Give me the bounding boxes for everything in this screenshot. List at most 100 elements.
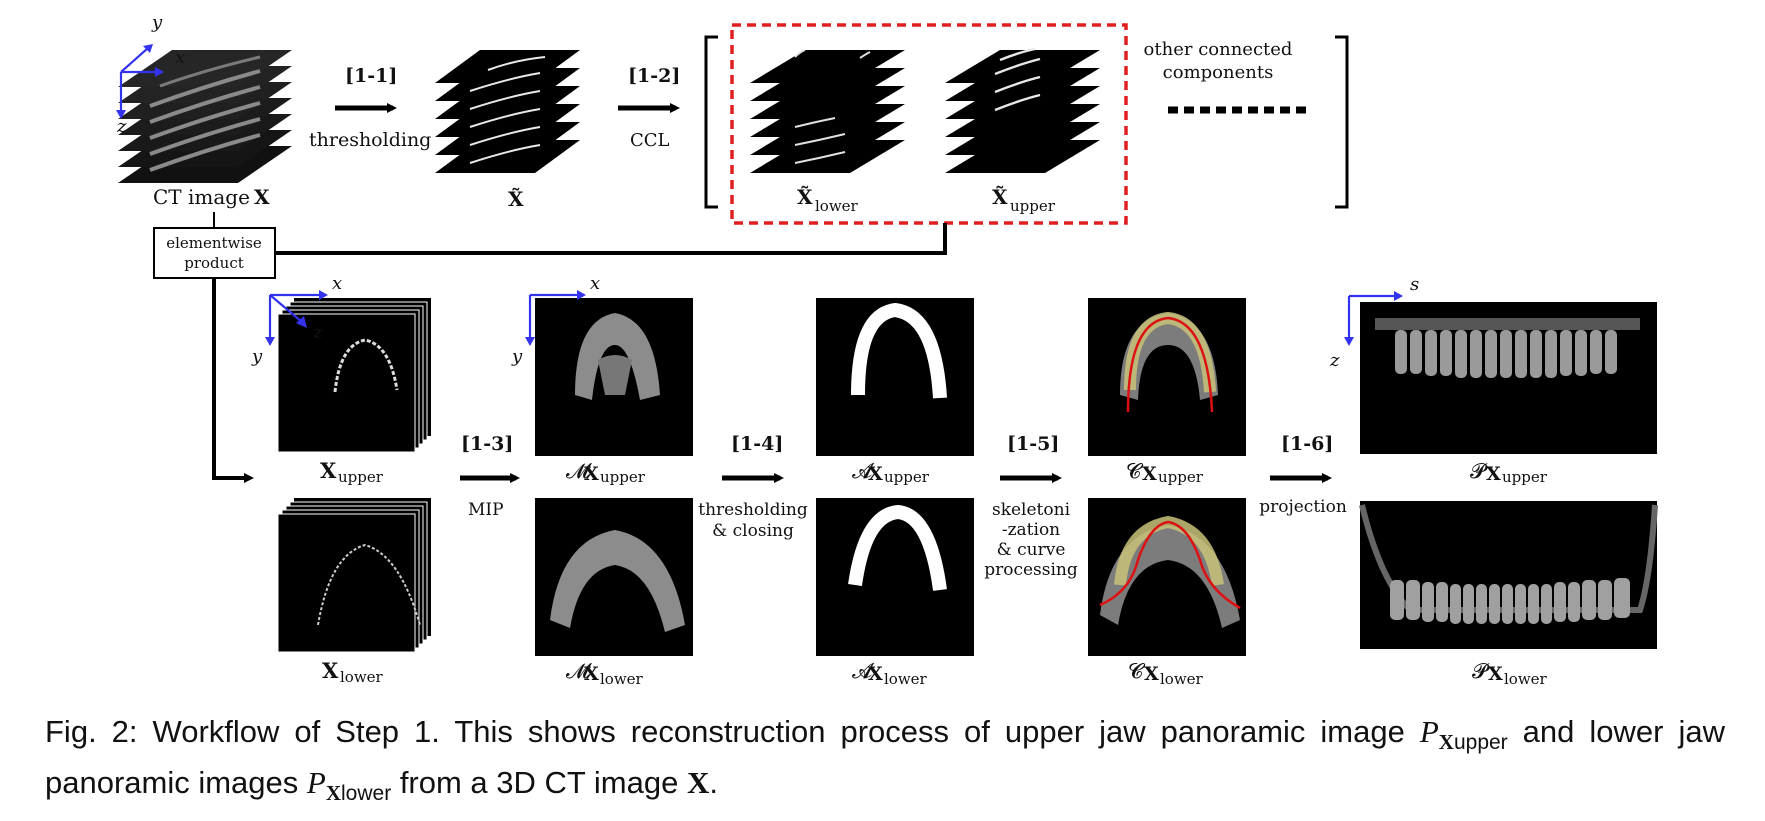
mip-lower-image xyxy=(535,498,693,656)
elementwise-label-1: elementwise xyxy=(166,234,262,252)
step-1-4-id: [1-4] xyxy=(731,433,783,455)
x-tilde-label: X̃ xyxy=(508,187,524,211)
p-lower-x: X xyxy=(1488,663,1503,685)
axis-label-z: z xyxy=(116,116,127,137)
lower-component-stack xyxy=(750,49,905,173)
step-1-2-desc: CCL xyxy=(630,130,670,151)
step-1-2-id: [1-2] xyxy=(628,65,680,87)
component-to-product-line xyxy=(275,223,947,255)
caption-text-2: and lower jaw panoramic images xyxy=(45,714,1726,801)
p-upper-x: X xyxy=(1486,463,1501,485)
caption-p-upper-x: X xyxy=(1438,730,1454,755)
p-lower-sub: lower xyxy=(1504,670,1548,688)
product-to-masked-arrow xyxy=(212,278,254,483)
arch-mask-lower-image xyxy=(816,498,974,656)
step-1-5-desc-3: & curve xyxy=(997,540,1066,560)
x-tilde-lower-symbol: X̃ xyxy=(797,185,813,209)
m-lower-sub: lower xyxy=(600,670,644,688)
curve-lower-image xyxy=(1088,498,1246,656)
x-tilde-upper-sub: upper xyxy=(1010,197,1056,215)
c-upper-sub: upper xyxy=(1158,468,1204,486)
axis-label-x: x xyxy=(175,47,185,68)
a-upper-sub: upper xyxy=(884,468,930,486)
ct-image-label: CT image xyxy=(153,185,250,209)
c-upper-symbol: 𝓒 xyxy=(1126,459,1144,483)
arch-mask-upper-image xyxy=(816,298,974,456)
caption-ct-symbol: X xyxy=(686,765,710,801)
axis-label-s: s xyxy=(1410,274,1419,295)
ct-image-symbol: X xyxy=(254,185,270,209)
step-1-6-id: [1-6] xyxy=(1281,433,1333,455)
m-lower-x: X xyxy=(584,663,599,685)
other-components-line2: components xyxy=(1163,62,1274,83)
axis-label-z-2: z xyxy=(312,322,323,343)
x-tilde-upper-symbol: X̃ xyxy=(992,185,1008,209)
axes-icon-mupper xyxy=(525,290,586,346)
step-1-1-id: [1-1] xyxy=(345,65,397,87)
mip-upper-image xyxy=(535,298,693,456)
c-lower-sub: lower xyxy=(1160,670,1204,688)
axis-label-y: y xyxy=(151,12,163,33)
p-upper-sub: upper xyxy=(1502,468,1548,486)
other-components-line1: other connected xyxy=(1144,39,1293,60)
step-1-5-desc-2: -zation xyxy=(1002,520,1060,540)
step-1-5-desc-1: skeletoni xyxy=(992,500,1071,520)
bracket-right xyxy=(1335,35,1349,209)
selected-components-box xyxy=(730,23,1128,225)
a-lower-symbol: 𝓐 xyxy=(852,659,875,683)
m-upper-sub: upper xyxy=(600,468,646,486)
x-upper-sub: upper xyxy=(338,468,384,486)
x-tilde-lower-sub: lower xyxy=(815,197,859,215)
ct-image-stack xyxy=(118,50,292,183)
step-1-5-desc-4: processing xyxy=(984,560,1078,580)
x-upper-symbol: X xyxy=(320,458,337,483)
caption-p-upper-sub: upper xyxy=(1453,731,1508,755)
panoramic-upper-image xyxy=(1360,302,1657,454)
curve-upper-image xyxy=(1088,298,1246,456)
p-upper-symbol: 𝓟 xyxy=(1470,459,1488,483)
elementwise-label-2: product xyxy=(184,254,244,272)
caption-end: . xyxy=(709,765,718,801)
caption-p-lower-sub: lower xyxy=(341,782,392,806)
c-lower-symbol: 𝓒 xyxy=(1128,659,1146,683)
thresholded-stack xyxy=(435,50,580,173)
step-1-4-desc-1: thresholding xyxy=(698,500,808,520)
step-1-3-desc: MIP xyxy=(468,500,504,520)
figure-caption: Fig. 2: Workflow of Step 1. This shows r… xyxy=(45,712,1725,814)
caption-text-1: Fig. 2: Workflow of Step 1. This shows r… xyxy=(45,714,1420,749)
a-lower-x: X xyxy=(868,663,883,685)
upper-component-stack xyxy=(945,47,1100,173)
a-lower-sub: lower xyxy=(884,670,928,688)
x-lower-sub: lower xyxy=(340,668,384,686)
workflow-diagram: y x z CT image X [1-1] thresholding X̃ [… xyxy=(116,12,1658,688)
step-1-5-id: [1-5] xyxy=(1007,433,1059,455)
x-lower-stack xyxy=(277,498,431,653)
axis-label-y-2: y xyxy=(251,346,263,367)
x-lower-symbol: X xyxy=(322,658,339,683)
a-upper-symbol: 𝓐 xyxy=(852,459,875,483)
axis-label-y-3: y xyxy=(511,346,523,367)
m-upper-x: X xyxy=(584,463,599,485)
m-upper-symbol: 𝓜 xyxy=(566,459,592,483)
c-upper-x: X xyxy=(1142,463,1157,485)
axis-label-x-2: x xyxy=(332,273,342,294)
a-upper-x: X xyxy=(868,463,883,485)
caption-p-upper: P xyxy=(1419,714,1439,749)
step-1-1-desc: thresholding xyxy=(309,129,431,151)
p-lower-symbol: 𝓟 xyxy=(1472,659,1490,683)
caption-text-3: from a 3D CT image xyxy=(391,765,687,801)
axes-icon-pupper xyxy=(1344,291,1403,346)
m-lower-symbol: 𝓜 xyxy=(566,659,592,683)
step-1-4-desc-2: & closing xyxy=(712,521,794,541)
axis-label-z-3: z xyxy=(1329,350,1340,371)
panoramic-lower-image xyxy=(1359,501,1658,649)
caption-p-lower: P xyxy=(306,765,326,801)
x-upper-stack xyxy=(277,298,431,453)
axes-icon-xupper xyxy=(265,290,328,346)
step-1-3-id: [1-3] xyxy=(461,433,513,455)
axis-label-x-3: x xyxy=(590,273,600,294)
bracket-left xyxy=(704,35,718,209)
step-1-6-desc: projection xyxy=(1259,497,1347,517)
axes-icon-ct xyxy=(116,44,164,119)
c-lower-x: X xyxy=(1144,663,1159,685)
